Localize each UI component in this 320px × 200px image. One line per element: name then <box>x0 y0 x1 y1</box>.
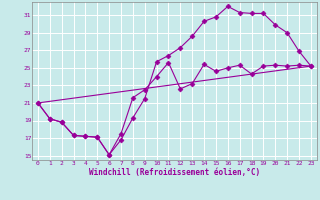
X-axis label: Windchill (Refroidissement éolien,°C): Windchill (Refroidissement éolien,°C) <box>89 168 260 177</box>
